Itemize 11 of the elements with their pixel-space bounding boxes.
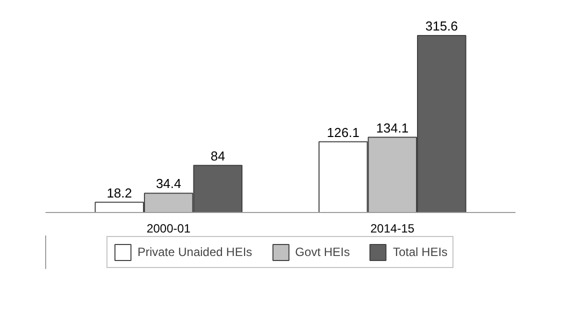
data-label: 18.2	[106, 185, 132, 200]
data-label: 34.4	[156, 176, 182, 192]
x-tick-label: 2014-15	[370, 222, 415, 236]
data-label: 126.1	[326, 124, 360, 140]
legend-label: Private Unaided HEIs	[137, 245, 252, 259]
legend-label: Total HEIs	[392, 245, 448, 259]
legend-label: Govt HEIs	[295, 245, 350, 259]
data-label: 134.1	[376, 120, 409, 136]
data-label: 315.6	[425, 18, 458, 34]
data-label: 84	[210, 148, 226, 164]
x-tick-label: 2000-01	[146, 222, 191, 236]
